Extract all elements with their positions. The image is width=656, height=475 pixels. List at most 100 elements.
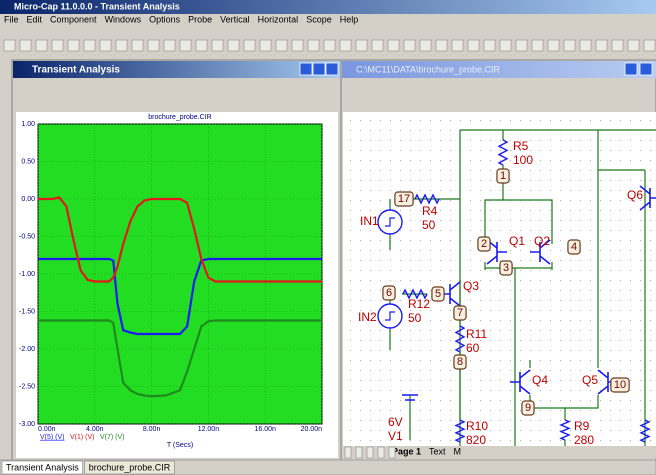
window-button[interactable]	[325, 62, 339, 76]
tool-button[interactable]	[467, 39, 480, 52]
window-button[interactable]	[312, 62, 326, 76]
tool-button[interactable]	[451, 39, 464, 52]
page-tabs: Page 1 Text M	[344, 446, 462, 459]
page-tab-bar	[343, 446, 656, 458]
tool-button[interactable]	[531, 39, 544, 52]
component-label: R11	[466, 327, 487, 341]
tool-button[interactable]	[611, 39, 624, 52]
tool-button[interactable]	[19, 39, 32, 52]
component-label: R5	[513, 139, 529, 153]
tool-button[interactable]	[147, 39, 160, 52]
chart-title: brochure_probe.CIR	[148, 114, 211, 121]
tool-button[interactable]	[371, 39, 384, 52]
tool-button[interactable]	[179, 39, 192, 52]
menu-item[interactable]: Scope	[306, 14, 332, 24]
tool-button[interactable]	[643, 39, 656, 52]
menu-item[interactable]: File	[4, 14, 19, 24]
component-label: Q1	[509, 234, 525, 248]
component-label: Q3	[463, 279, 479, 293]
tool-button[interactable]	[355, 39, 368, 52]
tool-button[interactable]	[115, 39, 128, 52]
window-tab-label[interactable]: brochure_probe.CIR	[89, 462, 171, 472]
tool-button[interactable]	[323, 39, 336, 52]
transistor	[440, 281, 461, 307]
tool-button[interactable]	[51, 39, 64, 52]
series-line	[38, 257, 322, 336]
tool-button[interactable]	[627, 39, 640, 52]
tool-button[interactable]	[419, 39, 432, 52]
component-label: Q5	[582, 373, 598, 387]
node-box	[610, 377, 630, 393]
node-label: 6	[386, 287, 392, 299]
tool-button[interactable]	[355, 446, 363, 459]
menu-item[interactable]: Vertical	[220, 14, 250, 24]
wire	[484, 182, 504, 244]
tool-button[interactable]	[131, 39, 144, 52]
tool-button[interactable]	[307, 39, 320, 52]
menu-item[interactable]: Edit	[27, 14, 43, 24]
tool-button[interactable]	[387, 39, 400, 52]
tool-button[interactable]	[366, 446, 374, 459]
tool-button[interactable]	[515, 39, 528, 52]
node-label: 8	[457, 356, 463, 368]
tool-button[interactable]	[275, 39, 288, 52]
y-tick-label: -1.50	[19, 308, 35, 315]
node-label: 10	[614, 379, 626, 391]
menu-item[interactable]: Component	[50, 14, 97, 24]
window-button[interactable]	[639, 62, 653, 76]
tool-button[interactable]	[483, 39, 496, 52]
node-box	[496, 168, 510, 184]
node-label: 7	[457, 307, 463, 319]
component-label: V1	[388, 429, 403, 443]
tool-button[interactable]	[435, 39, 448, 52]
menu-item[interactable]: Horizontal	[258, 14, 299, 24]
component-label: 50	[408, 311, 422, 325]
title-bar	[0, 0, 656, 14]
x-tick-label: 8.00n	[143, 426, 161, 433]
tool-button[interactable]	[3, 39, 16, 52]
tool-button[interactable]	[339, 39, 352, 52]
tool-button[interactable]	[259, 39, 272, 52]
tool-button[interactable]	[388, 446, 396, 459]
component-label: R12	[408, 297, 430, 311]
tool-button[interactable]	[99, 39, 112, 52]
node-box	[431, 286, 445, 302]
page-tab[interactable]: Page 1	[392, 446, 421, 456]
tool-button[interactable]	[243, 39, 256, 52]
menu-item[interactable]: Windows	[105, 14, 142, 24]
node-box	[394, 191, 414, 207]
page-tab[interactable]: M	[454, 446, 462, 456]
node-label: 17	[398, 193, 410, 205]
component-label: 6V	[388, 415, 403, 429]
tool-button[interactable]	[67, 39, 80, 52]
menu-item[interactable]: Options	[149, 14, 181, 24]
tool-button[interactable]	[83, 39, 96, 52]
window-tab[interactable]	[84, 460, 175, 475]
window-button[interactable]	[299, 62, 313, 76]
tool-button[interactable]	[163, 39, 176, 52]
tool-button[interactable]	[195, 39, 208, 52]
component-label: Q6	[627, 188, 643, 202]
window-tab-label[interactable]: Transient Analysis	[6, 462, 79, 472]
tool-button[interactable]	[579, 39, 592, 52]
window-button[interactable]	[624, 62, 638, 76]
resistor	[559, 419, 571, 441]
tool-button[interactable]	[35, 39, 48, 52]
tool-button[interactable]	[227, 39, 240, 52]
menu-item[interactable]: Help	[340, 14, 359, 24]
window-tab[interactable]	[1, 460, 84, 475]
tool-button[interactable]	[547, 39, 560, 52]
component-label: 100	[513, 153, 533, 167]
tool-button[interactable]	[291, 39, 304, 52]
tool-button[interactable]	[595, 39, 608, 52]
tool-button[interactable]	[563, 39, 576, 52]
page-tab[interactable]: Text	[429, 446, 446, 456]
tool-button[interactable]	[377, 446, 385, 459]
menu-item[interactable]: Probe	[188, 14, 212, 24]
tool-button[interactable]	[403, 39, 416, 52]
tool-button[interactable]	[499, 39, 512, 52]
tool-button[interactable]	[211, 39, 224, 52]
tool-button[interactable]	[344, 446, 352, 459]
legend-entry: V(5) (V)	[40, 434, 65, 441]
